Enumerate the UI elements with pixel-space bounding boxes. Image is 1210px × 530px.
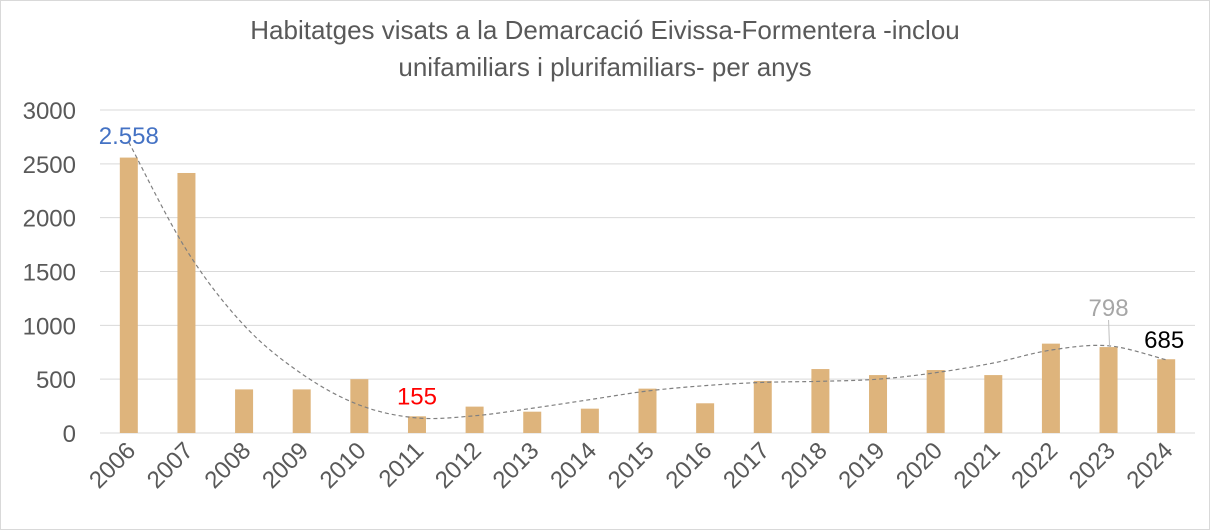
y-tick-label: 0 [63, 421, 76, 448]
x-tick-label: 2008 [199, 437, 256, 494]
bar-2016 [696, 403, 715, 433]
bar-2011 [407, 416, 426, 433]
x-tick-label: 2021 [949, 437, 1006, 494]
chart-title-line-1: Habitatges visats a la Demarcació Eiviss… [250, 15, 960, 45]
x-tick-label: 2017 [718, 437, 775, 494]
x-tick-label: 2022 [1006, 437, 1063, 494]
bar-2010 [350, 379, 369, 433]
bar-2017 [753, 380, 772, 433]
bar-2008 [235, 389, 254, 433]
x-tick-label: 2023 [1064, 437, 1121, 494]
x-tick-label: 2012 [430, 437, 487, 494]
x-tick-label: 2009 [257, 437, 314, 494]
chart-title-line-2: unifamiliars i plurifamiliars- per anys [398, 52, 812, 82]
bar-2006 [119, 157, 138, 433]
x-tick-label: 2016 [661, 437, 718, 494]
chart-title: Habitatges visats a la Demarcació Eiviss… [0, 12, 1210, 86]
trendline [128, 142, 1167, 420]
bar-2012 [465, 406, 484, 433]
data-label: 2.558 [99, 123, 159, 150]
y-tick-label: 1500 [23, 260, 76, 287]
bar-2015 [638, 388, 657, 433]
bar-2018 [811, 369, 830, 433]
bar-2014 [580, 408, 599, 433]
y-tick-label: 2500 [23, 152, 76, 179]
data-label: 685 [1144, 327, 1184, 354]
bar-2009 [292, 389, 311, 433]
bar-2013 [523, 411, 542, 433]
x-tick-label: 2020 [891, 437, 948, 494]
x-tick-label: 2010 [315, 437, 372, 494]
y-tick-label: 2000 [23, 206, 76, 233]
x-tick-label: 2013 [488, 437, 545, 494]
bar-2023 [1099, 347, 1118, 433]
bar-2021 [984, 375, 1003, 433]
x-tick-label: 2006 [84, 437, 141, 494]
y-tick-label: 500 [36, 367, 76, 394]
y-tick-label: 1000 [23, 313, 76, 340]
x-tick-label: 2015 [603, 437, 660, 494]
x-tick-label: 2011 [374, 437, 430, 493]
bar-2019 [869, 375, 888, 433]
bar-2024 [1157, 359, 1176, 433]
bar-2007 [177, 172, 196, 434]
bar-2020 [926, 370, 945, 433]
x-tick-label: 2014 [545, 437, 602, 494]
x-tick-label: 2024 [1122, 437, 1179, 494]
x-tick-label: 2019 [833, 437, 890, 494]
x-tick-label: 2018 [776, 437, 833, 494]
x-tick-label: 2007 [142, 437, 199, 494]
y-tick-label: 3000 [23, 98, 76, 125]
data-label: 798 [1089, 295, 1129, 322]
data-label: 155 [397, 383, 437, 410]
data-label-leader [1108, 319, 1111, 348]
bar-2022 [1041, 343, 1060, 433]
